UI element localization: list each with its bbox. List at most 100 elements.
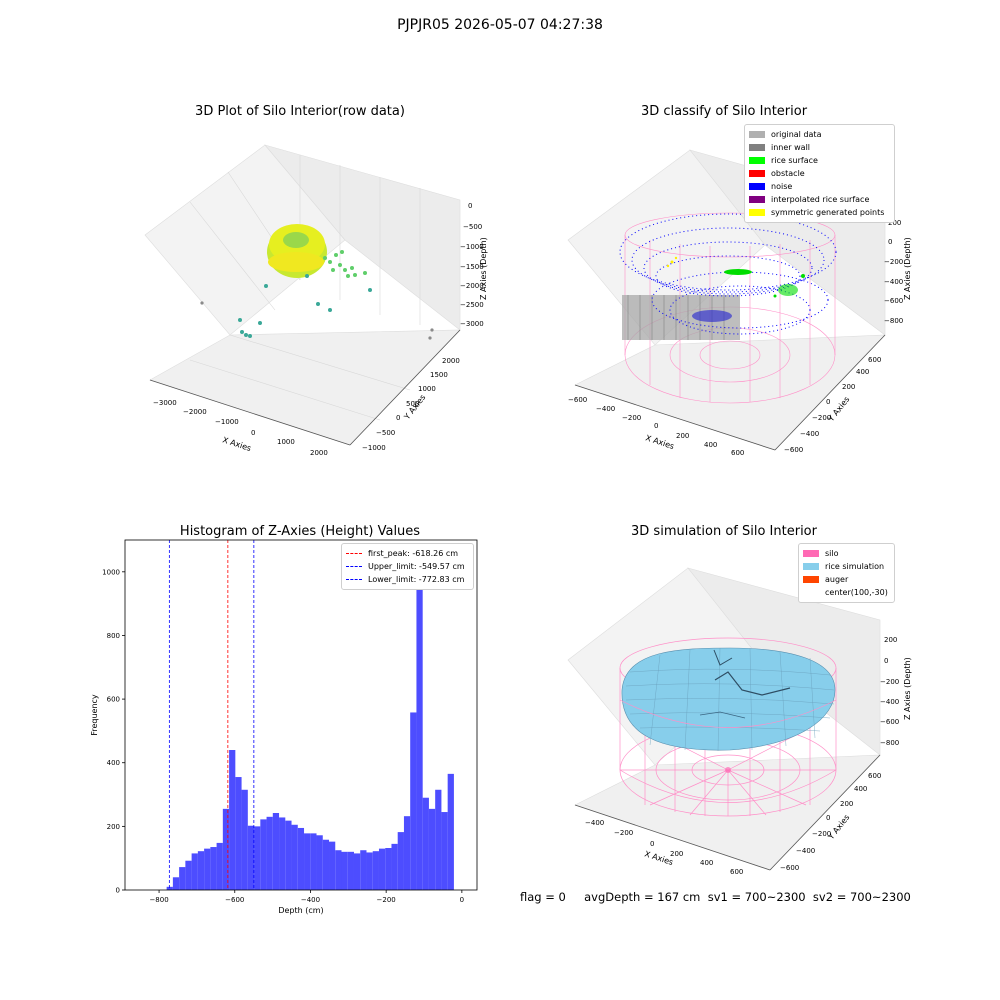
raw3d-xlabel: X Axies <box>221 435 252 453</box>
histogram-bar <box>329 841 336 890</box>
histogram-frame <box>124 539 478 891</box>
simulation3d-ztick: −600 <box>880 718 899 726</box>
raw3d-ztick: −1500 <box>460 263 484 271</box>
y-tick-label: 800 <box>107 632 120 640</box>
histogram-bar <box>272 813 280 890</box>
histogram-bar <box>235 777 242 890</box>
simulation3d-ytick: 200 <box>840 800 853 808</box>
classify3d-ytick: −200 <box>812 414 831 422</box>
histogram-bar <box>285 820 292 890</box>
figure-suptitle: PJPJR05 2026-05-07 04:27:38 <box>397 17 603 33</box>
classify3d-xtick: 200 <box>676 432 689 440</box>
raw3d-ztick: −1000 <box>460 243 484 251</box>
histogram-bar <box>353 853 361 890</box>
histogram-bar <box>241 789 248 890</box>
histogram-bar <box>166 886 173 890</box>
simulation3d-legend: silo rice simulation auger center(100,-3… <box>798 543 895 603</box>
classify3d-ytick: 200 <box>842 383 855 391</box>
histogram-bar <box>316 835 323 890</box>
x-tick-label: −800 <box>149 896 168 904</box>
legend-entry-original-data: original data <box>749 128 890 141</box>
legend-label: Upper_limit: -549.57 cm <box>368 562 465 571</box>
legend-swatch <box>749 131 765 138</box>
legend-swatch <box>749 170 765 177</box>
legend-entry-inner-wall: inner wall <box>749 141 890 154</box>
histogram-bar <box>335 850 342 890</box>
simulation3d-xtick: −400 <box>585 819 604 827</box>
legend-entry-noise: noise <box>749 180 890 193</box>
histogram-bar <box>347 851 354 890</box>
histogram-bar <box>254 826 261 890</box>
status-footer: flag = 0 avgDepth = 167 cm sv1 = 700~230… <box>520 890 911 904</box>
histogram-bar <box>247 825 255 890</box>
legend-label: noise <box>771 182 793 191</box>
histogram-bar <box>435 789 442 890</box>
legend-entry-rice-simulation: rice simulation <box>803 560 890 573</box>
histogram-bar <box>422 797 429 890</box>
histogram-bar <box>222 808 230 890</box>
legend-entry-rice-surface: rice surface <box>749 154 890 167</box>
classify3d-ztick: −800 <box>884 317 903 325</box>
histogram-bar <box>391 843 398 890</box>
legend-label: center(100,-30) <box>825 588 888 597</box>
classify3d-xtick: 0 <box>654 422 658 430</box>
simulation3d-ytick: 600 <box>868 772 881 780</box>
legend-label: first_peak: -618.26 cm <box>368 549 459 558</box>
classify3d-zlabel: Z Axies (Depth) <box>903 237 912 300</box>
histogram-bar <box>341 851 348 890</box>
histogram-bar <box>360 850 367 890</box>
simulation3d-ztick: −200 <box>880 678 899 686</box>
histogram-bar <box>291 824 298 890</box>
raw3d-ztick: −500 <box>463 223 482 231</box>
classify3d-ztick: 0 <box>888 238 892 246</box>
histogram-bar <box>260 819 267 890</box>
x-tick-label: −200 <box>377 896 396 904</box>
raw3d-xtick: 2000 <box>310 449 328 457</box>
legend-label: obstacle <box>771 169 805 178</box>
raw3d-ytick: 0 <box>396 414 400 422</box>
classify3d-xtick: −400 <box>596 405 615 413</box>
histogram-bar <box>204 848 211 890</box>
raw3d-zlabel: Z Axies (Depth) <box>479 237 488 300</box>
x-tick-label: −400 <box>301 896 320 904</box>
legend-label: interpolated rice surface <box>771 195 870 204</box>
legend-swatch <box>749 196 765 203</box>
classify3d-xtick: −200 <box>622 414 641 422</box>
histogram-bar <box>403 816 411 890</box>
raw3d-xtick: 0 <box>251 429 255 437</box>
legend-label: rice surface <box>771 156 818 165</box>
raw3d-xtick: −1000 <box>215 418 239 426</box>
legend-swatch <box>803 576 819 583</box>
histogram-bar <box>229 750 236 890</box>
histogram-bar <box>428 808 436 890</box>
legend-entry-symmetric-generated-points: symmetric generated points <box>749 206 890 219</box>
y-tick-label: 1000 <box>102 568 120 576</box>
legend-label: symmetric generated points <box>771 208 885 217</box>
legend-entry-center: center(100,-30) <box>803 586 890 599</box>
histogram-bar <box>310 833 317 890</box>
raw3d-ytick: 500 <box>406 400 419 408</box>
legend-swatch <box>803 550 819 557</box>
histogram-bar <box>179 867 186 890</box>
simulation3d-ytick: 0 <box>826 814 830 822</box>
simulation3d-xtick: 0 <box>650 840 654 848</box>
legend-swatch <box>346 579 362 580</box>
y-tick-label: 200 <box>107 823 120 831</box>
classify3d-ztick: −600 <box>884 297 903 305</box>
simulation3d-ztick: 0 <box>884 657 888 665</box>
raw3d-xtick: 1000 <box>277 438 295 446</box>
legend-swatch <box>749 157 765 164</box>
raw3d-xtick: −2000 <box>183 408 207 416</box>
classify3d-ztick: −200 <box>884 258 903 266</box>
classify3d-ytick: 600 <box>868 356 881 364</box>
y-tick-label: 0 <box>116 887 120 895</box>
histogram-bar <box>372 851 379 890</box>
raw3d-ytick: 1500 <box>430 371 448 379</box>
histogram-ylabel: Frequency <box>90 694 99 736</box>
histogram-bar <box>410 712 417 890</box>
histogram-bar <box>447 773 454 890</box>
legend-label: Lower_limit: -772.83 cm <box>368 575 465 584</box>
raw3d-ytick: 2000 <box>442 357 460 365</box>
simulation3d-axes: −400 −200 0 200 400 600 X Axies −600 −40… <box>567 567 912 876</box>
